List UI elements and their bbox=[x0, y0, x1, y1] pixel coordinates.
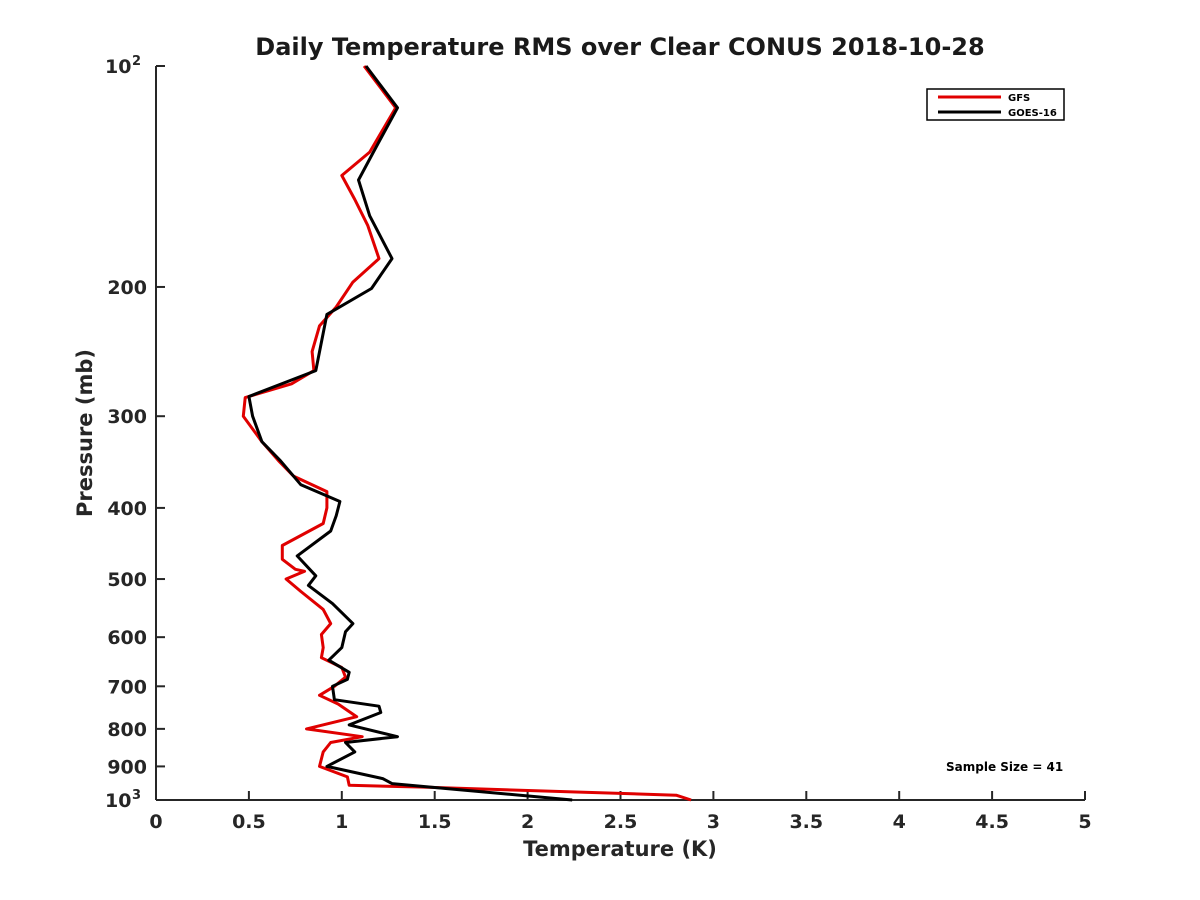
y-tick-label: 700 bbox=[107, 676, 147, 698]
y-tick-label: 500 bbox=[107, 569, 147, 591]
x-tick-label: 0 bbox=[149, 811, 162, 833]
x-tick-label: 3 bbox=[707, 811, 720, 833]
tick-marks: 0 0.5 1 1.5 2 2.5 3 3.5 4 4.5 510 22003004005006007… bbox=[105, 54, 1092, 833]
x-tick-label: 1 bbox=[335, 811, 348, 833]
y-tick-label: 600 bbox=[107, 627, 147, 649]
legend: GFS GOES-16 bbox=[926, 88, 1065, 121]
x-tick-label: 2 bbox=[521, 811, 534, 833]
x-tick-label: 4.5 bbox=[975, 811, 1009, 833]
y-tick-label: 10 bbox=[105, 790, 131, 812]
legend-entry: GOES-16 bbox=[1008, 108, 1057, 119]
x-tick-label: 2.5 bbox=[604, 811, 638, 833]
y-tick-label: 900 bbox=[107, 756, 147, 778]
y-axis-label: Pressure (mb) bbox=[73, 349, 97, 517]
y-tick-exponent: 2 bbox=[132, 54, 141, 69]
legend-entry: GFS bbox=[1008, 93, 1030, 104]
x-axis-label: Temperature (K) bbox=[523, 837, 717, 861]
y-tick-label: 800 bbox=[107, 719, 147, 741]
chart-title: Daily Temperature RMS over Clear CONUS 2… bbox=[255, 33, 984, 61]
x-tick-label: 0.5 bbox=[232, 811, 266, 833]
series-line-goes-16 bbox=[247, 65, 573, 802]
y-tick-label: 10 bbox=[105, 56, 131, 78]
sample-size-annotation: Sample Size = 41 bbox=[946, 760, 1063, 774]
legend-box bbox=[926, 88, 1065, 121]
x-tick-label: 3.5 bbox=[789, 811, 823, 833]
y-tick-exponent: 3 bbox=[132, 788, 141, 803]
y-tick-label: 300 bbox=[107, 406, 147, 428]
x-tick-label: 1.5 bbox=[418, 811, 452, 833]
series-line-gfs bbox=[241, 65, 692, 802]
x-tick-label: 4 bbox=[893, 811, 906, 833]
x-tick-label: 5 bbox=[1078, 811, 1091, 833]
y-tick-label: 200 bbox=[107, 277, 147, 299]
y-tick-label: 400 bbox=[107, 498, 147, 520]
series-layer bbox=[241, 65, 692, 802]
